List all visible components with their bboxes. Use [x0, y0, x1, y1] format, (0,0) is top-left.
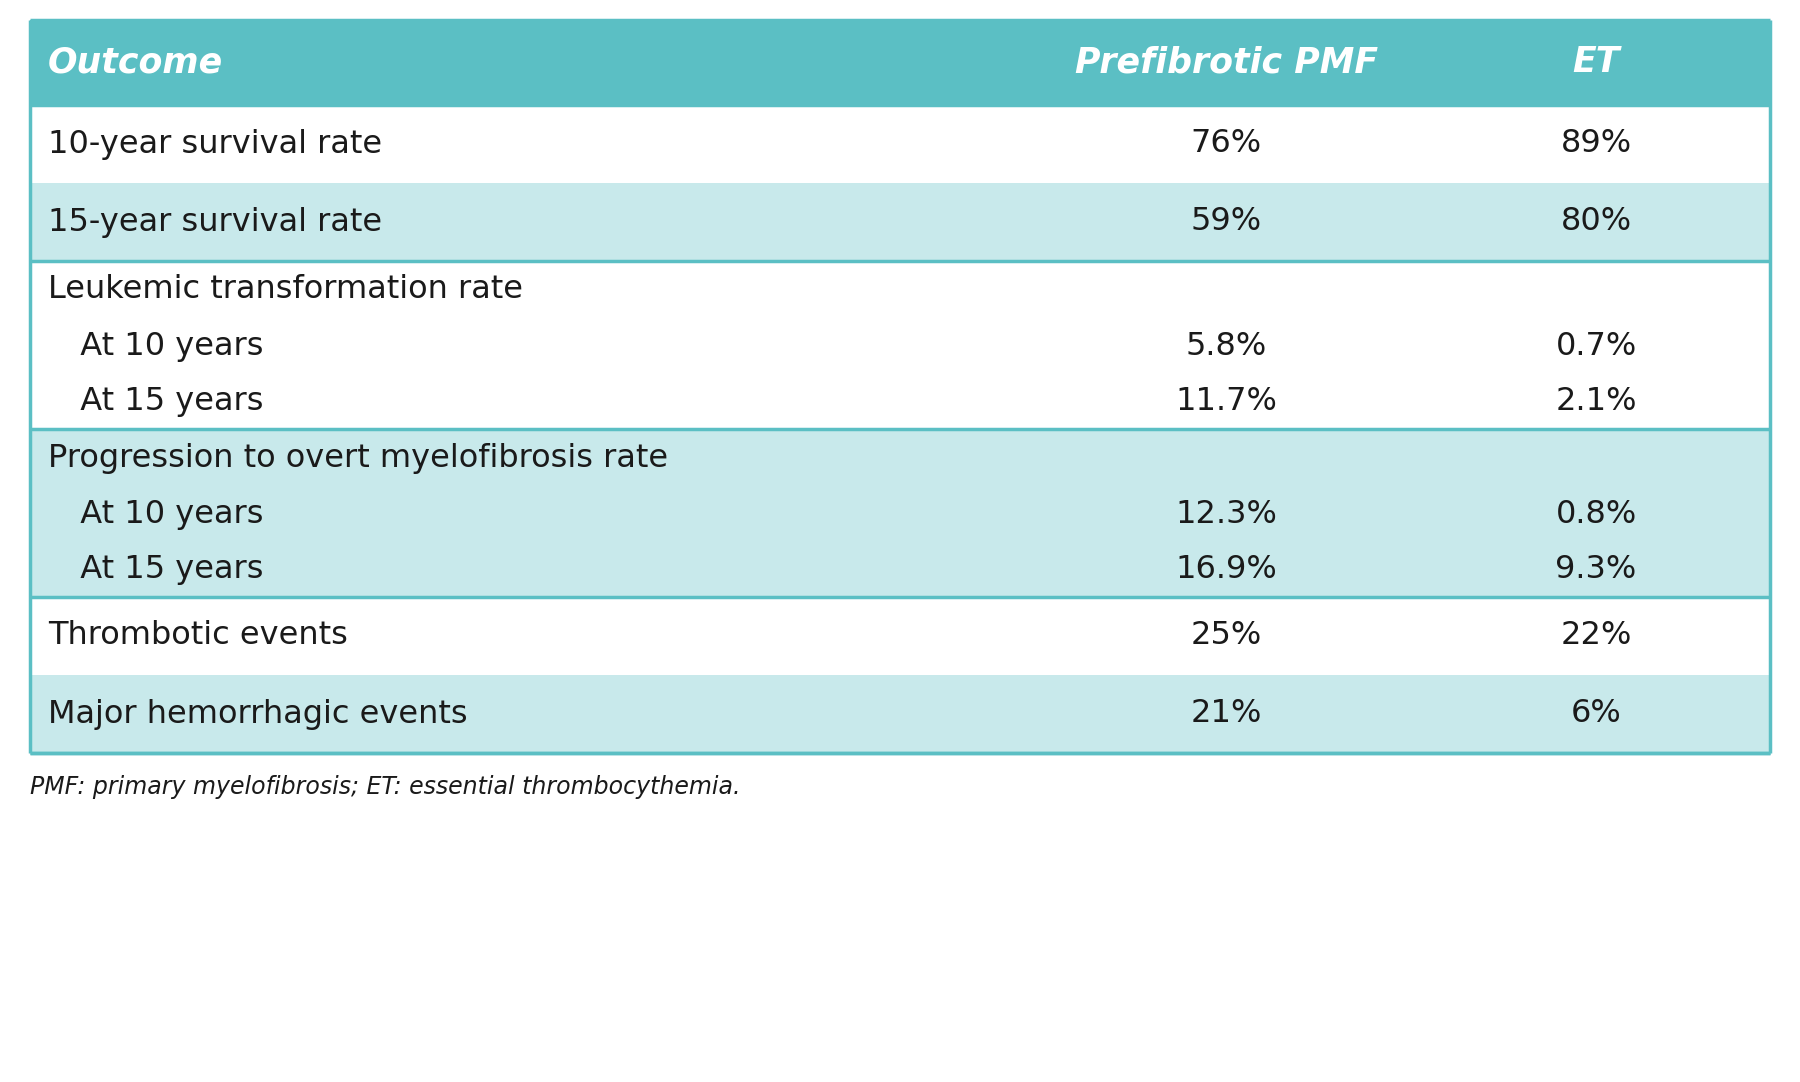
- Text: 15-year survival rate: 15-year survival rate: [49, 207, 382, 238]
- Text: At 10 years: At 10 years: [59, 499, 263, 530]
- Text: At 10 years: At 10 years: [59, 331, 263, 362]
- Bar: [31, 319, 1769, 374]
- Bar: [31, 675, 1769, 753]
- Bar: [31, 105, 1769, 183]
- Text: PMF: primary myelofibrosis; ET: essential thrombocythemia.: PMF: primary myelofibrosis; ET: essentia…: [31, 775, 740, 799]
- Bar: [31, 183, 1769, 261]
- Text: 59%: 59%: [1190, 207, 1262, 238]
- Text: 89%: 89%: [1561, 129, 1631, 159]
- Text: 9.3%: 9.3%: [1555, 554, 1636, 585]
- Text: At 15 years: At 15 years: [59, 554, 263, 585]
- Text: 12.3%: 12.3%: [1175, 499, 1278, 530]
- Text: Thrombotic events: Thrombotic events: [49, 620, 347, 651]
- Text: 0.8%: 0.8%: [1555, 499, 1636, 530]
- Text: 25%: 25%: [1190, 620, 1262, 651]
- Text: Major hemorrhagic events: Major hemorrhagic events: [49, 699, 468, 729]
- Text: Outcome: Outcome: [49, 45, 223, 79]
- Bar: [31, 542, 1769, 597]
- Text: 22%: 22%: [1561, 620, 1631, 651]
- Text: Prefibrotic PMF: Prefibrotic PMF: [1075, 45, 1377, 79]
- Text: At 15 years: At 15 years: [59, 386, 263, 417]
- Text: 2.1%: 2.1%: [1555, 386, 1636, 417]
- Text: 5.8%: 5.8%: [1186, 331, 1267, 362]
- Text: 21%: 21%: [1190, 699, 1262, 729]
- Text: 11.7%: 11.7%: [1175, 386, 1278, 417]
- Bar: [31, 19, 1769, 105]
- Text: 80%: 80%: [1561, 207, 1631, 238]
- Text: ET: ET: [1571, 45, 1620, 79]
- Bar: [31, 261, 1769, 319]
- Text: 76%: 76%: [1190, 129, 1262, 159]
- Bar: [31, 597, 1769, 675]
- Text: Leukemic transformation rate: Leukemic transformation rate: [49, 275, 524, 305]
- Bar: [31, 487, 1769, 542]
- Bar: [31, 428, 1769, 487]
- Text: 10-year survival rate: 10-year survival rate: [49, 129, 382, 159]
- Text: Progression to overt myelofibrosis rate: Progression to overt myelofibrosis rate: [49, 443, 668, 474]
- Text: 6%: 6%: [1571, 699, 1622, 729]
- Text: 16.9%: 16.9%: [1175, 554, 1278, 585]
- Bar: [31, 374, 1769, 428]
- Text: 0.7%: 0.7%: [1555, 331, 1636, 362]
